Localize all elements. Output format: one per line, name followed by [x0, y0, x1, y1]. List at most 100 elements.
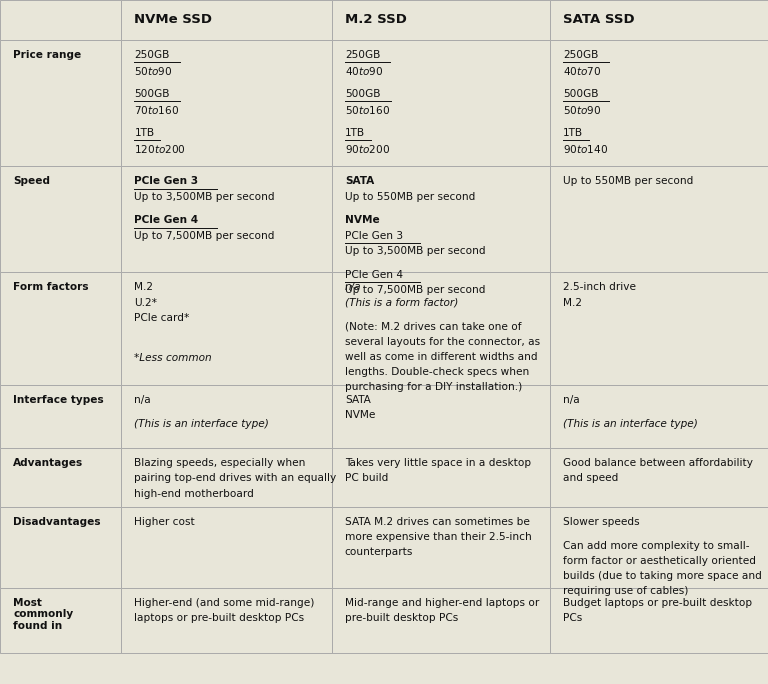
Bar — [121, 507, 332, 588]
Text: NVMe SSD: NVMe SSD — [134, 13, 212, 27]
Text: $40 to $70: $40 to $70 — [563, 65, 601, 77]
Text: Higher-end (and some mid-range): Higher-end (and some mid-range) — [134, 598, 315, 607]
Text: (Note: M.2 drives can take one of: (Note: M.2 drives can take one of — [345, 321, 521, 331]
Text: high-end motherboard: high-end motherboard — [134, 488, 254, 499]
Text: $120 to $200: $120 to $200 — [134, 143, 187, 155]
Bar — [121, 385, 332, 448]
Text: n/a: n/a — [134, 395, 151, 405]
Bar — [121, 40, 332, 166]
Bar — [0, 0, 121, 40]
Text: $50 to $160: $50 to $160 — [345, 104, 390, 116]
Bar — [332, 588, 550, 653]
Text: $90 to $200: $90 to $200 — [345, 143, 390, 155]
Text: laptops or pre-built desktop PCs: laptops or pre-built desktop PCs — [134, 613, 304, 623]
Text: and speed: and speed — [563, 473, 618, 484]
Text: pairing top-end drives with an equally: pairing top-end drives with an equally — [134, 473, 336, 484]
Text: PCle Gen 4: PCle Gen 4 — [345, 269, 402, 280]
Text: $90 to $140: $90 to $140 — [563, 143, 608, 155]
Text: NVMe: NVMe — [345, 410, 375, 421]
Bar — [332, 272, 550, 385]
Text: PCle Gen 3: PCle Gen 3 — [345, 231, 403, 241]
Text: Price range: Price range — [13, 50, 81, 60]
Text: 1TB: 1TB — [563, 128, 583, 137]
Text: Up to 3,500MB per second: Up to 3,500MB per second — [345, 246, 485, 256]
Text: PCle Gen 3: PCle Gen 3 — [134, 176, 198, 186]
Bar — [550, 166, 768, 272]
Bar — [121, 166, 332, 272]
Text: Up to 550MB per second: Up to 550MB per second — [563, 176, 694, 186]
Text: well as come in different widths and: well as come in different widths and — [345, 352, 538, 362]
Bar — [550, 0, 768, 40]
Text: form factor or aesthetically oriented: form factor or aesthetically oriented — [563, 556, 756, 566]
Text: SATA SSD: SATA SSD — [563, 13, 634, 27]
Bar — [121, 0, 332, 40]
Text: $70 to $160: $70 to $160 — [134, 104, 180, 116]
Text: Can add more complexity to small-: Can add more complexity to small- — [563, 540, 750, 551]
Text: Up to 7,500MB per second: Up to 7,500MB per second — [345, 285, 485, 295]
Bar — [0, 448, 121, 507]
Bar — [0, 588, 121, 653]
Text: 1TB: 1TB — [134, 128, 154, 137]
Text: 500GB: 500GB — [563, 89, 598, 98]
Text: $50 to $90: $50 to $90 — [134, 65, 173, 77]
Text: Form factors: Form factors — [13, 282, 88, 292]
Text: (This is a form factor): (This is a form factor) — [345, 298, 458, 308]
Text: PCle Gen 4: PCle Gen 4 — [134, 215, 198, 225]
Text: more expensive than their 2.5-inch: more expensive than their 2.5-inch — [345, 532, 531, 542]
Text: Up to 550MB per second: Up to 550MB per second — [345, 192, 475, 202]
Text: 250GB: 250GB — [563, 50, 598, 60]
Text: (This is an interface type): (This is an interface type) — [134, 419, 270, 429]
Bar — [0, 385, 121, 448]
Text: Blazing speeds, especially when: Blazing speeds, especially when — [134, 458, 306, 468]
Text: Interface types: Interface types — [13, 395, 104, 405]
Bar — [332, 40, 550, 166]
Text: $50 to $90: $50 to $90 — [563, 104, 601, 116]
Text: builds (due to taking more space and: builds (due to taking more space and — [563, 571, 762, 581]
Text: SATA: SATA — [345, 395, 370, 405]
Text: 500GB: 500GB — [134, 89, 170, 98]
Text: Budget laptops or pre-built desktop: Budget laptops or pre-built desktop — [563, 598, 752, 607]
Bar — [0, 507, 121, 588]
Bar — [332, 448, 550, 507]
Text: lengths. Double-check specs when: lengths. Double-check specs when — [345, 367, 529, 377]
Text: NVMe: NVMe — [345, 215, 379, 225]
Text: requiring use of cables): requiring use of cables) — [563, 586, 688, 596]
Text: 1TB: 1TB — [345, 128, 365, 137]
Bar — [550, 507, 768, 588]
Bar — [0, 40, 121, 166]
Text: Disadvantages: Disadvantages — [13, 517, 101, 527]
Bar — [0, 166, 121, 272]
Text: $40 to $90: $40 to $90 — [345, 65, 383, 77]
Text: purchasing for a DIY installation.): purchasing for a DIY installation.) — [345, 382, 522, 393]
Bar — [121, 272, 332, 385]
Text: M.2: M.2 — [134, 282, 154, 292]
Bar — [332, 507, 550, 588]
Text: SATA: SATA — [345, 176, 374, 186]
Text: PC build: PC build — [345, 473, 388, 484]
Text: n/a: n/a — [563, 395, 580, 405]
Bar — [550, 588, 768, 653]
Bar — [332, 166, 550, 272]
Text: 250GB: 250GB — [134, 50, 170, 60]
Text: M.2 SSD: M.2 SSD — [345, 13, 406, 27]
Bar — [332, 385, 550, 448]
Text: n/a: n/a — [345, 282, 361, 292]
Text: Good balance between affordability: Good balance between affordability — [563, 458, 753, 468]
Text: pre-built desktop PCs: pre-built desktop PCs — [345, 613, 458, 623]
Text: PCs: PCs — [563, 613, 582, 623]
Text: Takes very little space in a desktop: Takes very little space in a desktop — [345, 458, 531, 468]
Text: Up to 3,500MB per second: Up to 3,500MB per second — [134, 192, 275, 202]
Text: Slower speeds: Slower speeds — [563, 517, 640, 527]
Bar — [0, 272, 121, 385]
Text: PCle card*: PCle card* — [134, 313, 190, 323]
Bar — [550, 385, 768, 448]
Bar — [550, 272, 768, 385]
Text: Mid-range and higher-end laptops or: Mid-range and higher-end laptops or — [345, 598, 539, 607]
Bar — [121, 448, 332, 507]
Bar — [332, 0, 550, 40]
Text: (This is an interface type): (This is an interface type) — [563, 419, 698, 429]
Text: *Less common: *Less common — [134, 354, 212, 363]
Text: Speed: Speed — [13, 176, 50, 186]
Text: SATA M.2 drives can sometimes be: SATA M.2 drives can sometimes be — [345, 517, 530, 527]
Bar — [550, 40, 768, 166]
